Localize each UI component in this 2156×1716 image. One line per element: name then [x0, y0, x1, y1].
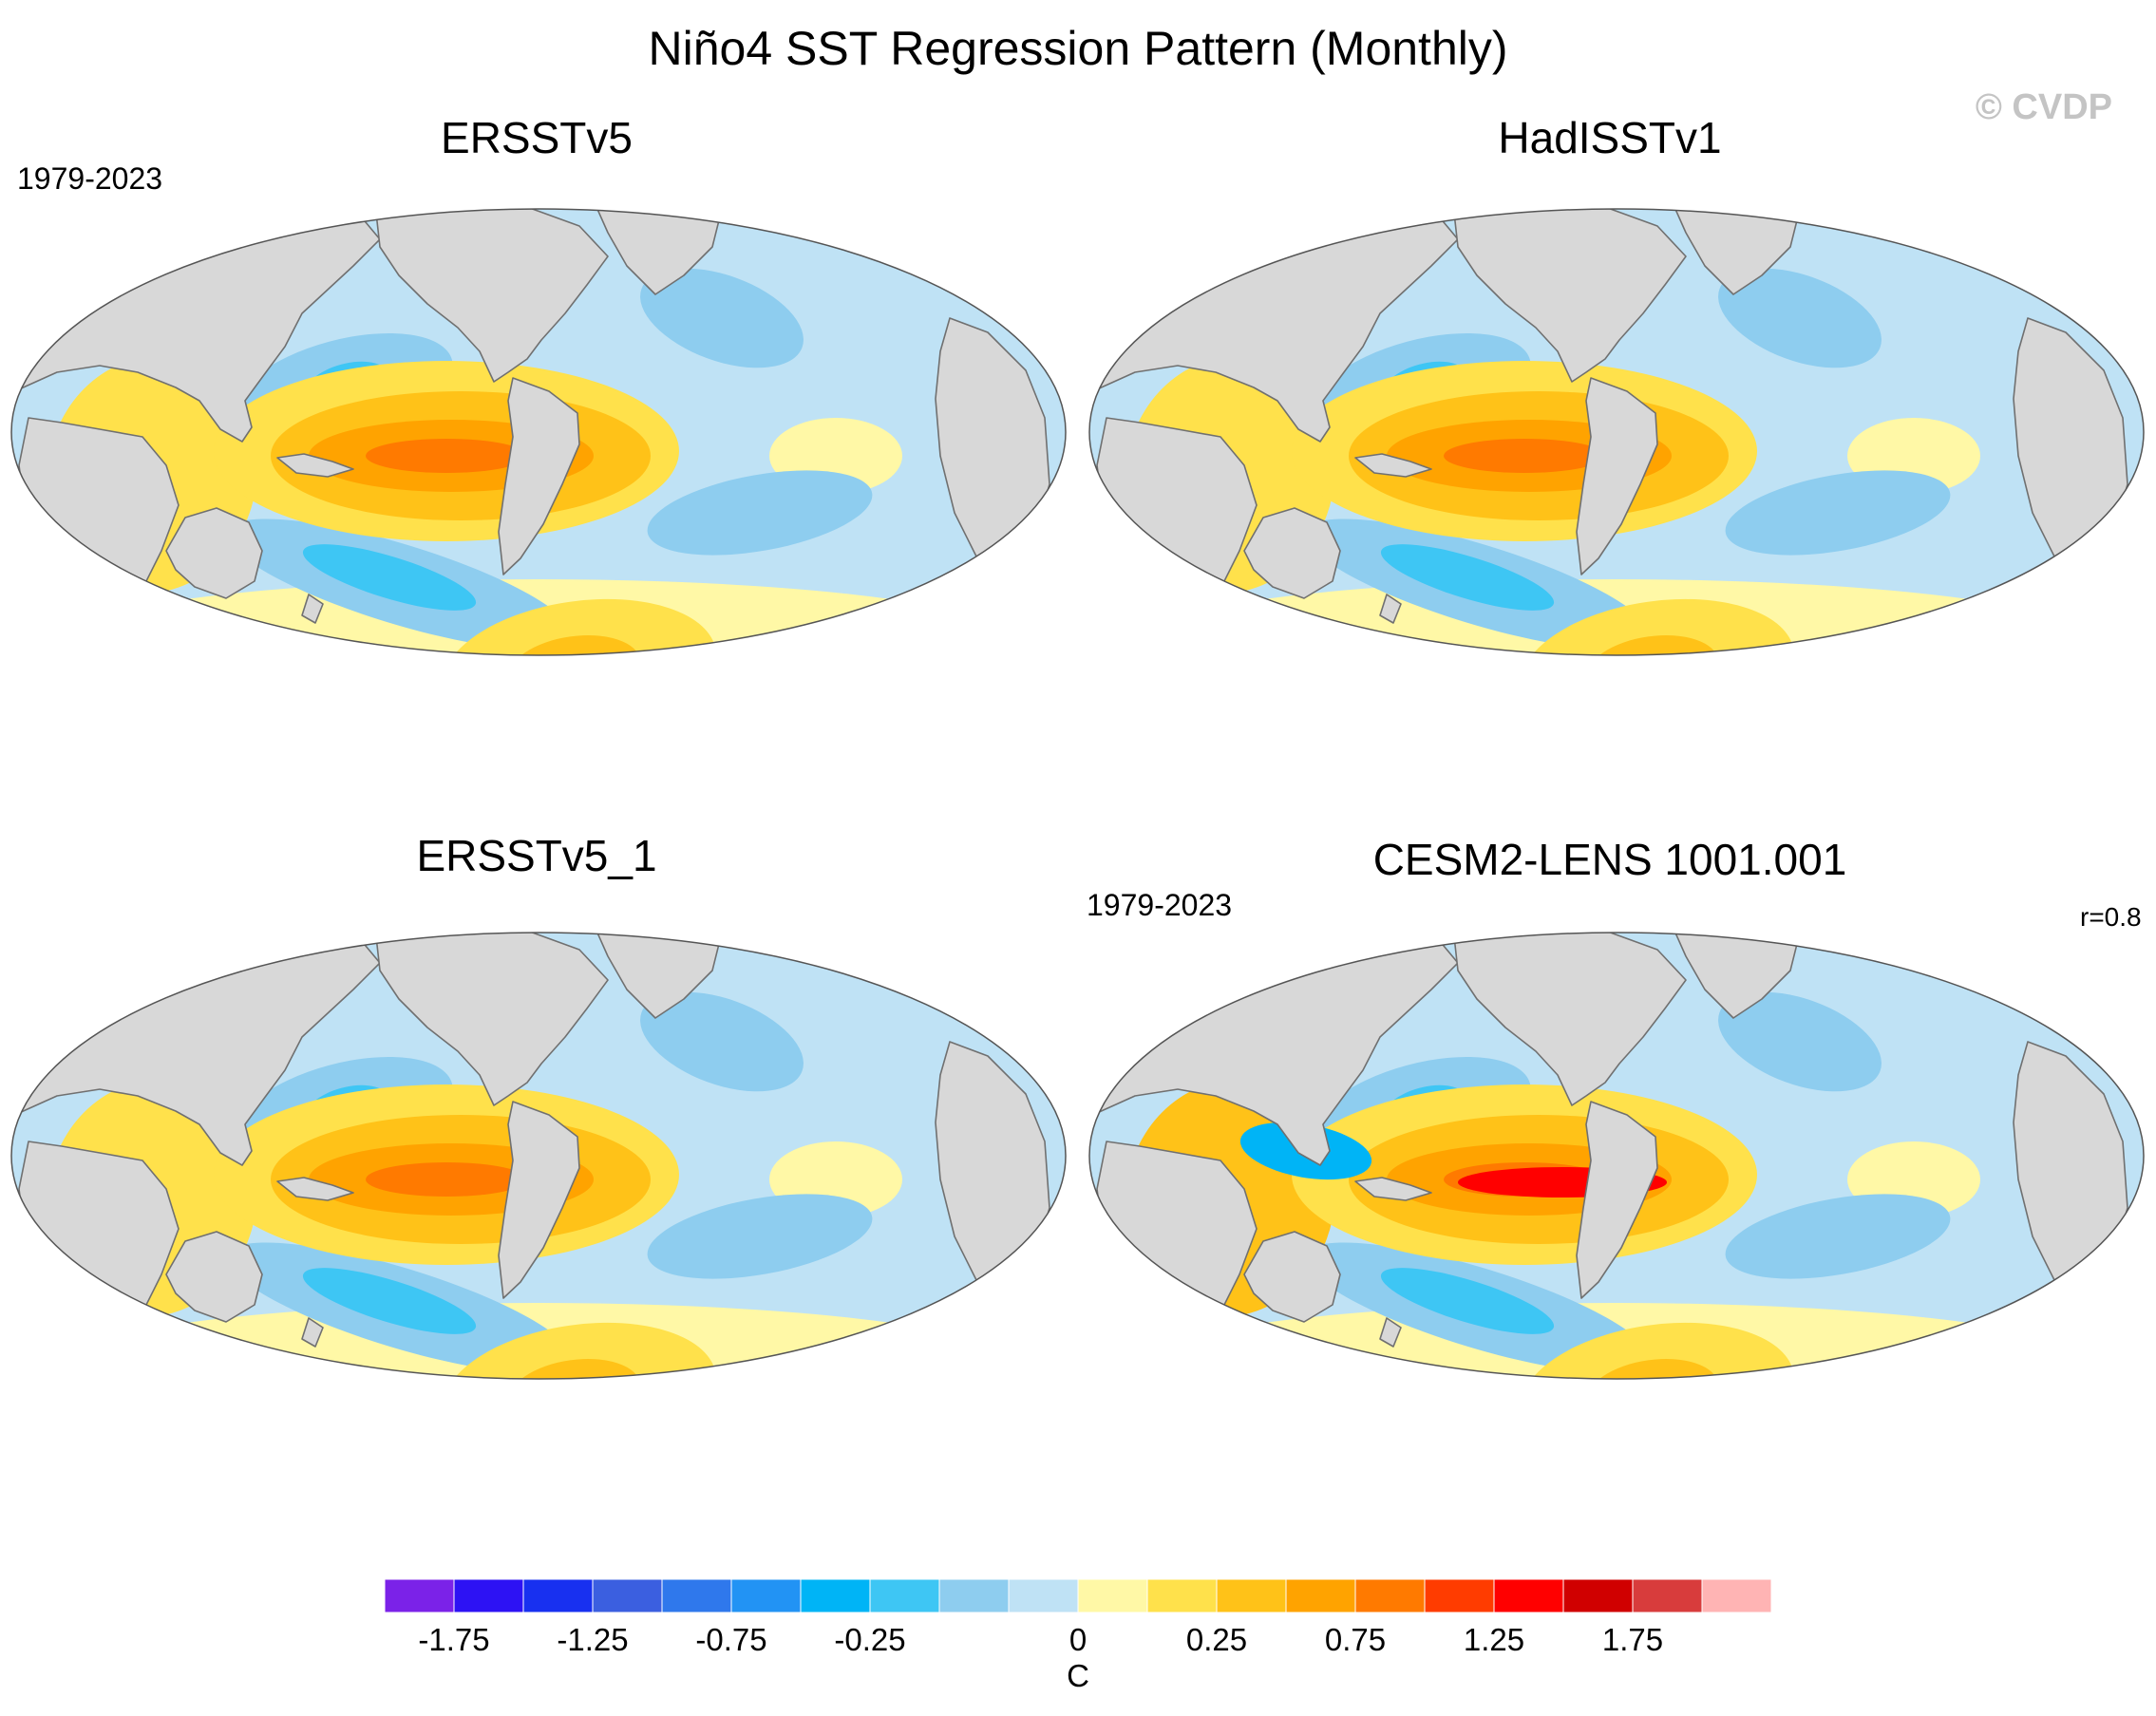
- panel-correlation-cesm2: r=0.8: [2080, 902, 2142, 932]
- north-atlantic-cool-anomaly: [1718, 268, 1882, 368]
- map-panel-ersstv5-1: [10, 932, 1067, 1380]
- land-australia: [1243, 507, 1341, 599]
- panel-title-cesm2: CESM2-LENS 1001.001: [1372, 835, 1847, 884]
- colorbar-bin: [1632, 1578, 1703, 1613]
- colorbar-bin: [661, 1578, 732, 1613]
- south-atlantic-cool-band: [1725, 470, 1951, 556]
- south-pacific-cool-core: [302, 544, 477, 611]
- colorbar-bin: [1701, 1578, 1772, 1613]
- land-greenland-europe: [1666, 209, 1801, 295]
- land-new-zealand: [1379, 1317, 1402, 1348]
- land-north-america: [1452, 933, 1687, 1106]
- land-south-america: [498, 377, 580, 575]
- south-atlantic-cool-band: [1725, 1194, 1951, 1279]
- south-pacific-warm-core: [508, 1358, 641, 1379]
- south-pacific-warm-anomaly: [1521, 1322, 1794, 1379]
- colorbar-bin: [1077, 1578, 1148, 1613]
- map-panel-hadisstv1: [1088, 208, 2145, 656]
- north-atlantic-cool-anomaly: [640, 268, 804, 368]
- colorbar-tick-label: -1.25: [557, 1622, 628, 1657]
- colorbar-unit-label: C: [1067, 1658, 1089, 1693]
- equatorial-pacific-warm-core: [366, 1162, 527, 1197]
- land-new-zealand: [301, 594, 324, 624]
- panel-title-ersstv5: ERSSTv5: [441, 113, 633, 162]
- colorbar-bin: [938, 1578, 1010, 1613]
- south-pacific-warm-anomaly: [443, 1322, 716, 1379]
- map-panel-cesm2: [1088, 932, 2145, 1380]
- panel-period-cesm2: 1979-2023: [1087, 888, 1233, 922]
- north-atlantic-cool-anomaly: [1718, 991, 1882, 1092]
- land-antarctica: [151, 647, 951, 655]
- south-pacific-warm-anomaly: [443, 598, 716, 655]
- land-australia: [1243, 1231, 1341, 1323]
- south-pacific-warm-core: [508, 634, 641, 655]
- colorbar-bin: [522, 1578, 594, 1613]
- south-atlantic-cool-band: [647, 1194, 873, 1279]
- south-pacific-warm-core: [1586, 1358, 1719, 1379]
- south-pacific-warm-anomaly: [1521, 598, 1794, 655]
- panel-title-hadisstv1: HadISSTv1: [1498, 113, 1722, 162]
- land-greenland-europe: [1666, 933, 1801, 1019]
- credit-watermark: © CVDP: [1975, 87, 2112, 127]
- colorbar-tick-label: -0.75: [695, 1622, 766, 1657]
- land-antarctica: [1229, 647, 2029, 655]
- map-outline: [10, 208, 1067, 656]
- land-new-zealand: [301, 1317, 324, 1348]
- colorbar-tick-label: 0.25: [1186, 1622, 1247, 1657]
- colorbar-bin: [1008, 1578, 1079, 1613]
- land-south-america: [498, 1101, 580, 1299]
- map-outline: [10, 932, 1067, 1380]
- colorbar-bin: [592, 1578, 663, 1613]
- colorbar-bin: [800, 1578, 871, 1613]
- south-pacific-warm-core: [1586, 634, 1719, 655]
- land-greenland-europe: [588, 209, 723, 295]
- north-atlantic-cool-anomaly: [640, 991, 804, 1092]
- colorbar-tick-label: 1.75: [1602, 1622, 1663, 1657]
- land-australia: [165, 1231, 263, 1323]
- colorbar-tick-label: -0.25: [834, 1622, 905, 1657]
- colorbar-bin: [1354, 1578, 1426, 1613]
- figure-title: Niño4 SST Regression Pattern (Monthly): [648, 22, 1508, 75]
- colorbar-bin: [730, 1578, 802, 1613]
- land-antarctica: [151, 1370, 951, 1379]
- south-pacific-cool-core: [1380, 544, 1555, 611]
- land-north-america: [374, 209, 609, 383]
- land-north-america: [374, 933, 609, 1106]
- land-north-america: [1452, 209, 1687, 383]
- south-atlantic-cool-band: [647, 470, 873, 556]
- colorbar-bin: [1216, 1578, 1287, 1613]
- colorbar-bin: [1146, 1578, 1218, 1613]
- map-panel-ersstv5: [10, 208, 1067, 656]
- land-indonesia: [276, 1177, 354, 1201]
- colorbar-tick-label: -1.75: [418, 1622, 489, 1657]
- colorbar-bin: [384, 1578, 455, 1613]
- equatorial-pacific-warm-core: [366, 439, 527, 473]
- colorbar-bin: [453, 1578, 524, 1613]
- panel-period-ersstv5: 1979-2023: [17, 161, 163, 196]
- land-new-zealand: [1379, 594, 1402, 624]
- colorbar-bin: [1285, 1578, 1356, 1613]
- land-antarctica: [1229, 1370, 2029, 1379]
- land-indonesia: [1354, 453, 1432, 478]
- colorbar-bin: [1562, 1578, 1634, 1613]
- land-south-america: [1576, 1101, 1658, 1299]
- panel-title-ersstv5-1: ERSSTv5_1: [416, 831, 657, 880]
- colorbar-bin: [1424, 1578, 1495, 1613]
- colorbar-tick-label: 1.25: [1464, 1622, 1524, 1657]
- colorbar-tick-label: 0.75: [1325, 1622, 1386, 1657]
- map-outline: [1088, 932, 2145, 1380]
- colorbar-tick-label: 0: [1069, 1622, 1087, 1657]
- south-pacific-cool-core: [302, 1268, 477, 1334]
- land-indonesia: [276, 453, 354, 478]
- map-outline: [1088, 208, 2145, 656]
- land-indonesia: [1354, 1177, 1432, 1201]
- colorbar-bin: [1493, 1578, 1564, 1613]
- south-pacific-cool-core: [1380, 1268, 1555, 1334]
- colorbar-bin: [869, 1578, 940, 1613]
- land-australia: [165, 507, 263, 599]
- equatorial-pacific-warm-core: [1444, 439, 1605, 473]
- land-greenland-europe: [588, 933, 723, 1019]
- land-south-america: [1576, 377, 1658, 575]
